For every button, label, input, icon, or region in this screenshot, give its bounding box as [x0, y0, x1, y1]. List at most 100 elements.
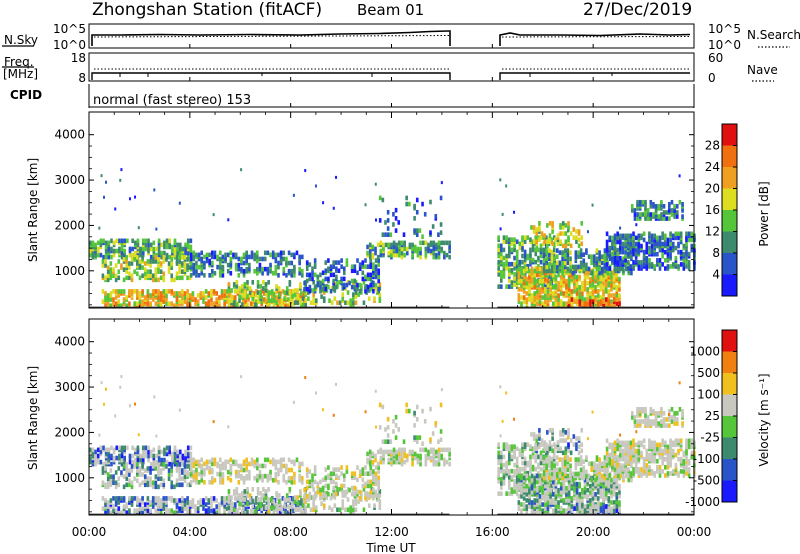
velocity-echo-cell — [526, 470, 530, 476]
velocity-echo-cell — [229, 457, 233, 463]
velocity-echo-cell — [341, 499, 345, 504]
power-echo-cell — [502, 272, 506, 277]
velocity-echo-cell — [242, 467, 246, 473]
power-echo-cell — [505, 239, 508, 245]
velocity-echo-cell — [171, 455, 174, 461]
colorbar-tick-label: 24 — [705, 160, 720, 174]
power-echo-cell — [386, 232, 390, 237]
velocity-echo-cell — [364, 471, 367, 476]
power-echo-cell — [184, 248, 187, 254]
velocity-echo-cell — [532, 436, 536, 441]
power-echo-cell — [253, 268, 256, 274]
ytick-label: 1000 — [54, 264, 85, 278]
velocity-echo-cell — [394, 435, 398, 440]
power-echo-cell — [336, 280, 339, 285]
velocity-echo-cell — [240, 495, 244, 500]
power-echo-cell — [604, 274, 608, 280]
power-echo-cell — [99, 252, 103, 258]
power-echo-cell — [328, 298, 331, 304]
power-echo-cell — [522, 268, 526, 274]
velocity-echo-cell — [307, 497, 310, 502]
power-echo-cell — [324, 276, 328, 282]
power-echo-cell — [603, 268, 607, 274]
power-echo-cell — [165, 289, 168, 294]
power-echo-cell — [626, 237, 630, 243]
velocity-echo-cell — [136, 500, 139, 505]
power-echo-cell — [549, 287, 552, 292]
power-echo-cell — [666, 241, 670, 247]
power-echo-cell — [243, 290, 247, 295]
power-echo-cell — [110, 238, 113, 244]
power-echo-cell — [559, 278, 563, 284]
power-echo-cell — [248, 254, 251, 260]
power-echo-cell — [267, 298, 270, 304]
velocity-echo-cell — [282, 457, 286, 463]
velocity-echo-cell — [305, 485, 309, 491]
velocity-echo-cell — [548, 440, 552, 445]
power-echo-cell — [507, 268, 511, 273]
freq-line-segment-2 — [499, 72, 690, 80]
velocity-echo-cell — [163, 457, 166, 463]
power-echo-cell — [151, 277, 155, 283]
power-echo-cell — [258, 266, 262, 272]
velocity-echo-cell — [112, 455, 116, 461]
power-echo-cell — [608, 256, 612, 262]
power-echo-cell — [682, 258, 686, 263]
velocity-echo-cell — [550, 444, 553, 449]
power-echo-cell — [440, 240, 444, 246]
velocity-echo-cell — [285, 493, 289, 498]
power-echo-cell — [526, 253, 530, 259]
velocity-echo-cell — [346, 507, 350, 513]
power-echo-cell — [557, 293, 560, 298]
power-echo-cell — [664, 258, 667, 263]
velocity-echo-cell — [117, 510, 121, 515]
velocity-echo-cell — [311, 473, 314, 479]
velocity-echo-cell — [246, 487, 249, 492]
velocity-echo-cell — [377, 465, 380, 470]
power-echo-cell — [364, 258, 367, 263]
power-echo-cell — [532, 229, 536, 234]
power-echo-cell — [300, 303, 303, 308]
power-echo-cell — [274, 264, 278, 270]
power-echo-cell — [366, 250, 369, 256]
power-echo-cell — [379, 252, 383, 258]
velocity-echo-cell — [575, 436, 578, 441]
freq-label-line2: [MHz] — [3, 67, 38, 81]
power-echo-cell — [626, 266, 630, 271]
velocity-echo-cell — [131, 453, 134, 459]
power-echo-cell — [580, 221, 584, 226]
power-echo-cell — [155, 246, 158, 252]
velocity-echo-cell — [529, 444, 532, 449]
power-echo-cell — [327, 258, 330, 263]
velocity-echo-cell — [361, 477, 365, 483]
power-echo-cell — [245, 256, 249, 262]
power-echo-cell — [335, 266, 338, 272]
power-echo-cell — [159, 303, 163, 308]
velocity-echo-cell — [256, 457, 259, 463]
power-echo-cell — [591, 299, 595, 304]
power-echo-cell — [159, 297, 163, 302]
power-echo-cell — [411, 252, 414, 258]
power-echo-cell — [344, 300, 347, 306]
velocity-echo-cell — [538, 506, 542, 511]
power-echo-cell — [353, 284, 357, 290]
power-echo-cell — [602, 276, 605, 282]
power-echo-cell — [515, 268, 519, 273]
velocity-echo-cell — [173, 457, 177, 463]
power-echo-cell — [533, 303, 537, 308]
velocity-echo-cell — [192, 473, 196, 479]
power-echo-cell — [146, 289, 150, 294]
velocity-echo-cell — [599, 502, 603, 507]
velocity-echo-cell — [544, 502, 547, 507]
velocity-echo-cell — [94, 459, 97, 465]
power-echo-cell — [157, 238, 161, 244]
power-echo-cell — [575, 291, 579, 296]
velocity-echo-cell — [345, 489, 349, 495]
power-echo-cell — [303, 286, 306, 292]
power-echo-cell — [679, 262, 683, 267]
velocity-echo-cell — [114, 470, 118, 475]
velocity-echo-cell — [183, 474, 187, 479]
velocity-echo-cell — [312, 503, 315, 508]
velocity-echo-cell — [147, 453, 150, 459]
